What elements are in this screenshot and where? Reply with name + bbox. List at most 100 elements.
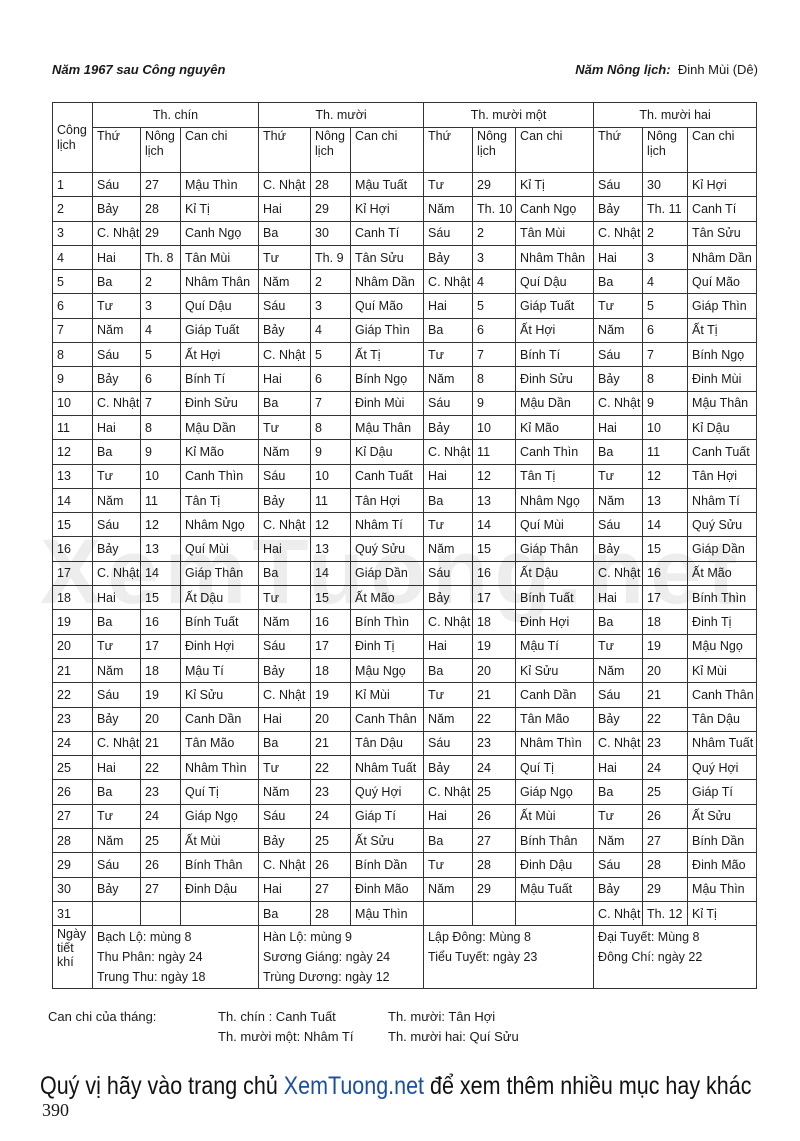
table-cell: 4 [642,269,689,295]
table-cell: Tân Mão [515,706,595,732]
table-cell: Đinh Sửu [179,390,260,416]
table-cell: Giáp Dần [687,536,758,562]
table-cell: 26 [642,803,689,830]
table-cell: Mậu Thân [350,414,425,441]
table-cell: Năm [92,487,141,514]
table-cell: Kỉ Mão [515,414,595,441]
table-cell: Quí Dậu [179,293,260,319]
month-header: Th. mười một [423,102,595,128]
table-cell: Sáu [92,852,141,878]
solar-terms-row: Ngày tiết khí Bạch Lộ: mùng 8 Thu Phân: ng… [52,925,758,990]
table-cell: 28 [310,171,352,198]
lunar-year: Năm Nông lịch: Đinh Mùi (Dê) [575,62,758,77]
table-cell: Ất Dậu [179,585,260,611]
table-cell: Hai [593,244,644,271]
table-cell: 2 [310,269,352,295]
table-cell: 7 [310,390,352,416]
table-cell: 3 [310,293,352,319]
table-cell: Ba [593,609,644,635]
table-row: 8 Sáu 5 Ất Hợi C. Nhật 5 Ất Tị Tư 7 Bính Tí Sáu 7 Bí… [52,342,758,368]
table-cell: Ba [423,828,474,854]
table-cell: Đinh Hợi [179,633,260,659]
table-cell: Ất Sửu [350,828,425,854]
solar-terms-cell: Lập Đông: Mùng 8 Tiểu Tuyết: ngày 23 [423,925,595,990]
solar-term: Tiểu Tuyết: ngày 23 [428,950,538,965]
calendar-table: Công lịch Th. chín Th. mười Th. mười một Th.… [52,102,758,990]
table-cell: Nhâm Dần [350,269,425,295]
table-cell: Mậu Tuất [350,171,425,198]
table-cell: 28 [140,196,181,222]
table-cell: 10 [140,463,181,489]
table-cell: Canh Tuất [687,439,758,465]
solar-term: Đại Tuyết: Mùng 8 [598,930,700,945]
table-cell: 9 [472,390,517,416]
table-cell: Ất Tị [687,317,758,344]
site-link[interactable]: XemTuong.net [283,1072,425,1100]
table-cell: 28 [310,900,352,927]
table-cell: Kỉ Mùi [350,682,425,708]
table-cell: Giáp Ngọ [179,803,260,830]
table-cell: Tư [92,293,141,319]
table-cell: 17 [310,633,352,659]
table-cell: C. Nhật [258,852,312,878]
table-cell: 24 [642,755,689,781]
table-cell: 16 [52,536,93,562]
table-cell: Canh Ngọ [179,220,260,246]
table-cell: 14 [642,512,689,538]
table-cell: 5 [310,342,352,368]
table-cell: Năm [258,269,312,295]
table-row: 3 C. Nhật 29 Canh Ngọ Ba 30 Canh Tí Sáu 2 Tân Mùi… [52,220,758,246]
table-cell: Nhâm Thân [179,269,260,295]
table-cell: 15 [642,536,689,562]
month-can-chi-label: Can chi của tháng: [48,1009,157,1024]
table-cell: Năm [593,487,644,514]
table-cell: Tân Dậu [350,730,425,757]
table-cell: Ba [593,779,644,805]
table-cell: 6 [642,317,689,344]
table-cell: Hai [258,196,312,222]
table-cell: Bảy [423,414,474,441]
table-cell: 20 [310,706,352,732]
table-cell: Năm [258,439,312,465]
table-cell: Năm [423,196,474,222]
sub-header: Thứ [593,127,644,173]
table-cell: C. Nhật [423,609,474,635]
table-cell: Tư [423,512,474,538]
table-cell: 30 [642,171,689,198]
solar-term: Trùng Dương: ngày 12 [263,970,390,985]
table-cell: Ất Mùi [515,803,595,830]
table-cell: Sáu [92,682,141,708]
table-cell: Bính Thìn [687,585,758,611]
table-cell: 19 [52,609,93,635]
table-cell: Bính Thân [515,828,595,854]
month-header: Th. chín [91,102,260,128]
table-cell: Giáp Dần [350,560,425,587]
table-cell: Bảy [258,657,312,684]
table-cell: 8 [472,366,517,392]
month-header: Th. mười hai [593,102,758,128]
table-cell: 3 [52,220,93,246]
table-cell: 8 [310,414,352,441]
table-cell: Ba [258,220,312,246]
solar-term: Đông Chí: ngày 22 [598,950,703,965]
table-cell: Quí Tị [179,779,260,805]
table-cell: Ba [423,487,474,514]
table-cell: Nhâm Tuất [687,730,758,757]
table-cell: 25 [642,779,689,805]
table-cell: Đinh Mùi [350,390,425,416]
table-row: 14 Năm 11 Tân Tị Bảy 11 Tân Hợi Ba 13 Nhâm Ngọ Năm… [52,487,758,514]
table-row: 29 Sáu 26 Bính Thân C. Nhật 26 Bính Dần Tư 28 Đin… [52,852,758,878]
table-cell: 31 [52,900,93,927]
table-cell: Nhâm Ngọ [515,487,595,514]
table-cell: 27 [52,803,93,830]
table-cell: Tư [258,755,312,781]
table-cell: 18 [310,657,352,684]
table-cell: 20 [140,706,181,732]
table-cell: Bính Thân [179,852,260,878]
table-cell: 15 [472,536,517,562]
table-cell: Bính Dần [350,852,425,878]
table-cell: Giáp Tuất [515,293,595,319]
table-cell: 27 [140,876,181,902]
table-cell: Kỉ Mão [179,439,260,465]
table-cell: 23 [140,779,181,805]
